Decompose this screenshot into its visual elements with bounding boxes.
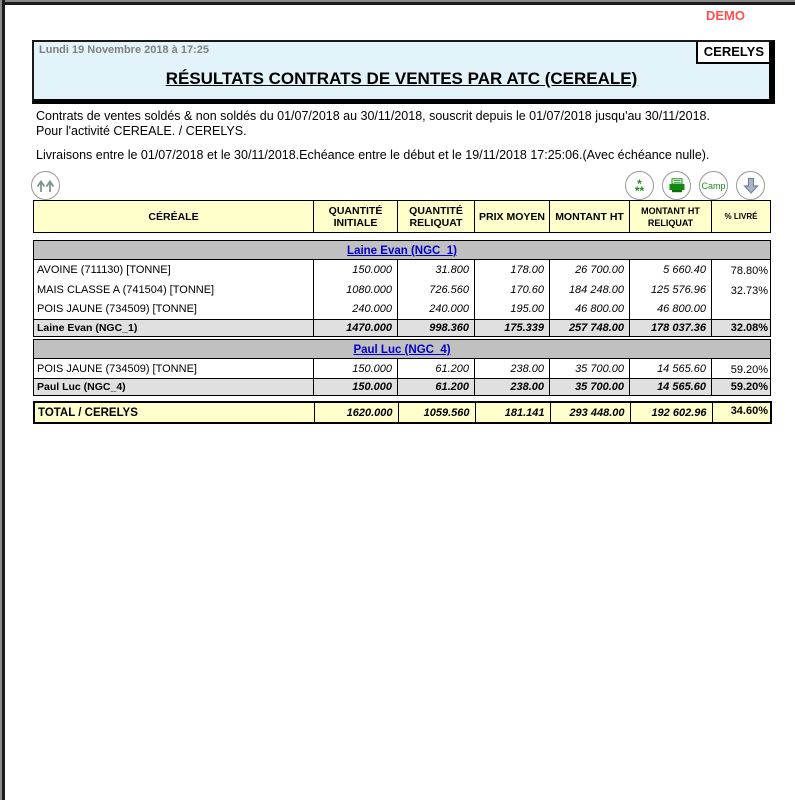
details-button[interactable]: * ** xyxy=(625,171,654,200)
qty-initial-cell: 240.000 xyxy=(313,299,398,320)
table-row: AVOINE (711130) [TONNE] 150.000 31.800 1… xyxy=(33,259,772,280)
amount-cell: 257 748.00 xyxy=(549,319,630,337)
amount-cell: 46 800.00 xyxy=(549,299,630,320)
description-line-2: Pour l'activité CEREALE. / CERELYS. xyxy=(36,124,247,138)
pct-delivered-cell: 34.60% xyxy=(711,401,772,424)
amount-remaining-cell: 14 565.60 xyxy=(629,378,712,396)
amount-cell: 35 700.00 xyxy=(549,378,630,396)
pct-delivered-cell xyxy=(710,299,772,320)
window-frame-left xyxy=(0,0,5,800)
scroll-top-button[interactable] xyxy=(31,171,60,200)
col-header-montant-ht-reliquat: MONTANT HT RELIQUAT xyxy=(629,200,712,233)
double-up-arrow-icon xyxy=(36,179,55,192)
group-subtotal-row: Laine Evan (NGC_1) 1470.000 998.360 175.… xyxy=(33,319,772,337)
group-link-laine-evan[interactable]: Laine Evan (NGC_1) xyxy=(347,245,457,257)
report-datetime: Lundi 19 Novembre 2018 à 17:25 xyxy=(39,44,209,56)
col-header-quantite-initiale: QUANTITÉ INITIALE xyxy=(313,200,398,233)
report-header: Lundi 19 Novembre 2018 à 17:25 CERELYS R… xyxy=(32,40,775,104)
group-table-laine-evan: Laine Evan (NGC_1) AVOINE (711130) [TONN… xyxy=(32,240,772,337)
avg-price-cell: 170.60 xyxy=(474,279,550,300)
qty-remaining-cell: 61.200 xyxy=(397,358,475,379)
qty-initial-cell: 150.000 xyxy=(313,378,398,396)
report-description: Contrats de ventes soldés & non soldés d… xyxy=(36,109,762,163)
qty-remaining-cell: 1059.560 xyxy=(397,401,476,424)
qty-initial-cell: 1620.000 xyxy=(313,401,399,424)
qty-remaining-cell: 240.000 xyxy=(397,299,475,320)
amount-cell: 26 700.00 xyxy=(549,259,630,280)
amount-remaining-cell: 5 660.40 xyxy=(629,259,712,280)
group-header-row: Laine Evan (NGC_1) xyxy=(32,240,772,260)
asterisks-icon: * ** xyxy=(634,177,645,198)
printer-icon xyxy=(669,178,684,193)
avg-price-cell: 238.00 xyxy=(474,358,550,379)
company-name: CERELYS xyxy=(695,42,769,64)
label-cell: Laine Evan (NGC_1) xyxy=(33,319,314,337)
avg-price-cell: 175.339 xyxy=(474,319,550,337)
grand-total-row: TOTAL / CERELYS 1620.000 1059.560 181.14… xyxy=(33,401,772,424)
label-cell: POIS JAUNE (734509) [TONNE] xyxy=(33,299,314,320)
qty-remaining-cell: 726.560 xyxy=(397,279,475,300)
description-line-3: Livraisons entre le 01/07/2018 et le 30/… xyxy=(36,148,710,162)
amount-cell: 35 700.00 xyxy=(549,358,630,379)
demo-watermark: DEMO xyxy=(706,8,745,23)
qty-initial-cell: 1470.000 xyxy=(313,319,398,337)
label-cell: MAIS CLASSE A (741504) [TONNE] xyxy=(33,279,314,300)
amount-remaining-cell: 125 576.96 xyxy=(629,279,712,300)
qty-initial-cell: 1080.000 xyxy=(313,279,398,300)
group-table-paul-luc: Paul Luc (NGC_4) POIS JAUNE (734509) [TO… xyxy=(32,339,772,396)
print-button[interactable] xyxy=(662,171,691,200)
camp-icon: Camp xyxy=(701,180,726,191)
col-header-prix-moyen: PRIX MOYEN xyxy=(474,200,550,233)
down-arrow-icon xyxy=(742,177,759,194)
campaign-button[interactable]: Camp xyxy=(699,171,728,200)
scroll-bottom-button[interactable] xyxy=(736,171,765,200)
amount-remaining-cell: 178 037.36 xyxy=(629,319,712,337)
results-table-header: CÉRÉALE QUANTITÉ INITIALE QUANTITÉ RELIQ… xyxy=(33,200,771,233)
group-header-row: Paul Luc (NGC_4) xyxy=(32,339,772,359)
description-line-1: Contrats de ventes soldés & non soldés d… xyxy=(36,109,710,123)
col-header-cereale: CÉRÉALE xyxy=(33,200,314,233)
avg-price-cell: 195.00 xyxy=(474,299,550,320)
table-row: POIS JAUNE (734509) [TONNE] 240.000 240.… xyxy=(33,299,772,320)
amount-remaining-cell: 192 602.96 xyxy=(629,401,713,424)
qty-initial-cell: 150.000 xyxy=(313,358,398,379)
amount-cell: 293 448.00 xyxy=(549,401,631,424)
qty-remaining-cell: 61.200 xyxy=(397,378,475,396)
amount-remaining-cell: 14 565.60 xyxy=(629,358,712,379)
avg-price-cell: 178.00 xyxy=(474,259,550,280)
pct-delivered-cell: 32.73% xyxy=(710,279,772,300)
avg-price-cell: 238.00 xyxy=(474,378,550,396)
col-header-quantite-reliquat: QUANTITÉ RELIQUAT xyxy=(397,200,475,233)
amount-cell: 184 248.00 xyxy=(549,279,630,300)
label-cell: Paul Luc (NGC_4) xyxy=(33,378,314,396)
group-subtotal-row: Paul Luc (NGC_4) 150.000 61.200 238.00 3… xyxy=(33,378,772,396)
toolbar: * ** Camp xyxy=(625,171,765,200)
label-cell: AVOINE (711130) [TONNE] xyxy=(33,259,314,280)
col-header-montant-ht: MONTANT HT xyxy=(549,200,630,233)
amount-remaining-cell: 46 800.00 xyxy=(629,299,712,320)
col-header-pct-livre: % LIVRÉ xyxy=(711,200,771,233)
label-cell: POIS JAUNE (734509) [TONNE] xyxy=(33,358,314,379)
window-frame-top xyxy=(0,0,795,5)
qty-remaining-cell: 31.800 xyxy=(397,259,475,280)
table-row: MAIS CLASSE A (741504) [TONNE] 1080.000 … xyxy=(33,279,772,300)
avg-price-cell: 181.141 xyxy=(474,401,551,424)
description-paragraph-1: Contrats de ventes soldés & non soldés d… xyxy=(36,109,762,139)
pct-delivered-cell: 59.20% xyxy=(710,378,772,396)
label-cell: TOTAL / CERELYS xyxy=(33,401,315,424)
qty-initial-cell: 150.000 xyxy=(313,259,398,280)
pct-delivered-cell: 32.08% xyxy=(710,319,772,337)
pct-delivered-cell: 59.20% xyxy=(710,358,772,379)
header-row: CÉRÉALE QUANTITÉ INITIALE QUANTITÉ RELIQ… xyxy=(33,200,771,233)
pct-delivered-cell: 78.80% xyxy=(710,259,772,280)
page-title: RÉSULTATS CONTRATS DE VENTES PAR ATC (CE… xyxy=(165,69,638,88)
grand-total-table: TOTAL / CERELYS 1620.000 1059.560 181.14… xyxy=(33,401,772,424)
qty-remaining-cell: 998.360 xyxy=(397,319,475,337)
group-link-paul-luc[interactable]: Paul Luc (NGC_4) xyxy=(353,344,451,356)
table-row: POIS JAUNE (734509) [TONNE] 150.000 61.2… xyxy=(33,358,772,379)
